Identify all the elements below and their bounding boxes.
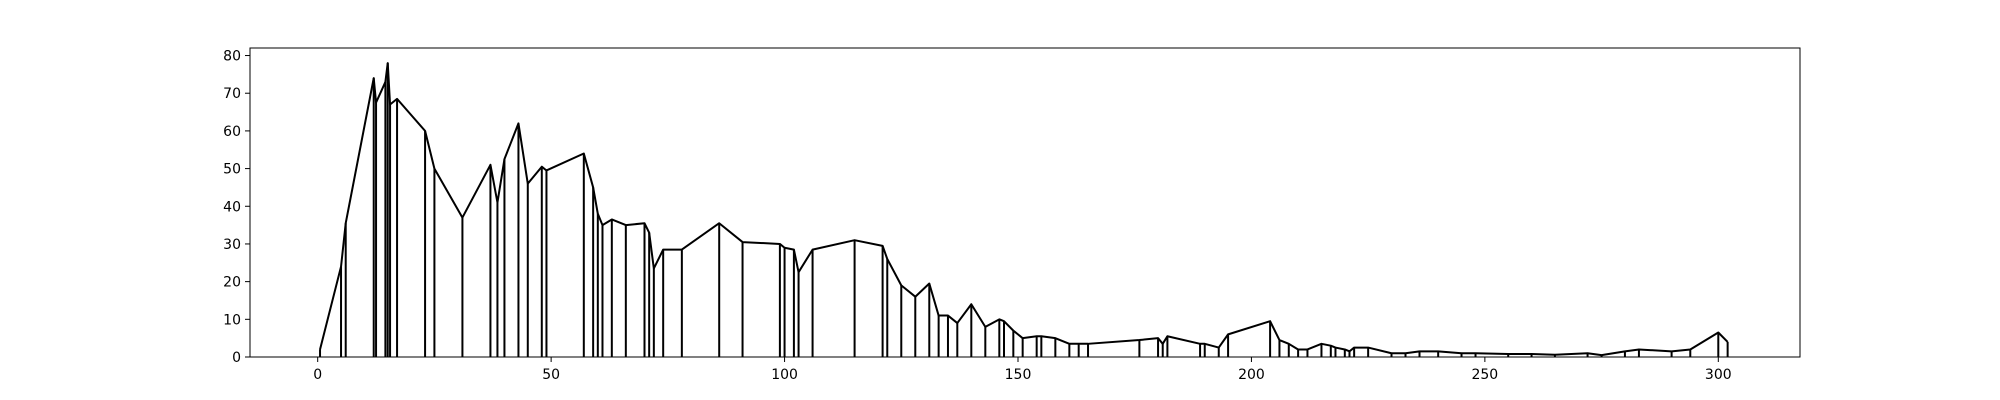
x-tick-label: 100 xyxy=(771,367,798,383)
series-layer xyxy=(319,62,1729,357)
y-tick-label: 30 xyxy=(223,237,241,253)
x-axis-ticks: 0 50 100 150 200 250 300 xyxy=(313,357,1732,383)
y-tick-label: 10 xyxy=(223,312,241,328)
x-tick-label: 250 xyxy=(1471,367,1498,383)
x-tick-label: 150 xyxy=(1005,367,1032,383)
axes-layer xyxy=(249,47,1801,358)
y-tick-label: 70 xyxy=(223,86,241,102)
x-tick-label: 50 xyxy=(542,367,560,383)
y-tick-label: 0 xyxy=(232,350,241,366)
x-tick-label: 300 xyxy=(1705,367,1732,383)
y-tick-label: 80 xyxy=(223,49,241,65)
y-tick-label: 60 xyxy=(223,124,241,140)
y-tick-label: 50 xyxy=(223,162,241,178)
series-line xyxy=(319,62,1729,357)
y-tick-label: 20 xyxy=(223,275,241,291)
y-tick-label: 40 xyxy=(223,199,241,215)
y-axis-ticks: 0 10 20 30 40 50 60 70 80 xyxy=(223,49,250,366)
plot-frame xyxy=(249,47,1801,358)
x-tick-label: 200 xyxy=(1238,367,1265,383)
x-tick-label: 0 xyxy=(313,367,322,383)
